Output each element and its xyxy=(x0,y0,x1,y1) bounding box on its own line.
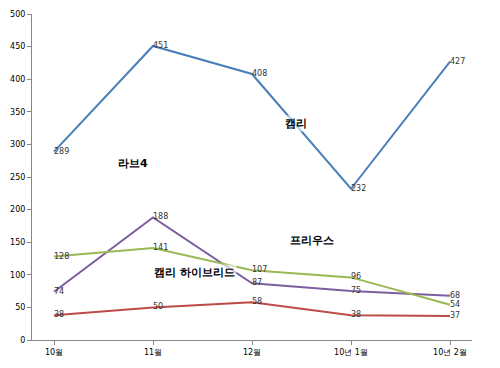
svg-text:100: 100 xyxy=(10,271,25,280)
svg-text:프리우스: 프리우스 xyxy=(290,234,334,247)
svg-text:450: 450 xyxy=(10,42,25,51)
svg-text:232: 232 xyxy=(351,184,366,193)
svg-text:10월: 10월 xyxy=(45,348,63,357)
svg-text:0: 0 xyxy=(20,336,25,345)
svg-text:289: 289 xyxy=(54,147,69,156)
svg-text:150: 150 xyxy=(10,238,25,247)
svg-text:38: 38 xyxy=(351,310,361,319)
svg-text:188: 188 xyxy=(153,212,168,221)
svg-text:408: 408 xyxy=(252,69,267,78)
svg-text:37: 37 xyxy=(450,311,460,320)
svg-text:라브4: 라브4 xyxy=(118,157,148,170)
svg-text:107: 107 xyxy=(252,265,267,274)
svg-text:58: 58 xyxy=(252,297,262,306)
svg-text:74: 74 xyxy=(54,287,64,296)
svg-text:38: 38 xyxy=(54,310,64,319)
svg-text:10년 1월: 10년 1월 xyxy=(334,348,368,357)
svg-text:75: 75 xyxy=(351,286,361,295)
svg-text:451: 451 xyxy=(153,41,168,50)
svg-text:300: 300 xyxy=(10,140,25,149)
svg-text:350: 350 xyxy=(10,108,25,117)
svg-text:400: 400 xyxy=(10,75,25,84)
svg-text:10년 2월: 10년 2월 xyxy=(433,348,467,357)
svg-text:96: 96 xyxy=(351,272,361,281)
svg-text:12월: 12월 xyxy=(243,348,261,357)
svg-text:427: 427 xyxy=(450,57,465,66)
svg-text:500: 500 xyxy=(10,10,25,19)
svg-text:87: 87 xyxy=(252,278,262,287)
svg-text:캠리 하이브리드: 캠리 하이브리드 xyxy=(154,266,235,279)
svg-text:68: 68 xyxy=(450,291,460,300)
svg-text:141: 141 xyxy=(153,243,168,252)
svg-text:50: 50 xyxy=(15,303,25,312)
svg-text:11월: 11월 xyxy=(144,348,162,357)
svg-text:54: 54 xyxy=(450,300,460,309)
svg-text:200: 200 xyxy=(10,205,25,214)
svg-text:캠리: 캠리 xyxy=(285,117,307,130)
svg-text:250: 250 xyxy=(10,173,25,182)
svg-text:128: 128 xyxy=(54,252,69,261)
svg-text:50: 50 xyxy=(153,302,163,311)
